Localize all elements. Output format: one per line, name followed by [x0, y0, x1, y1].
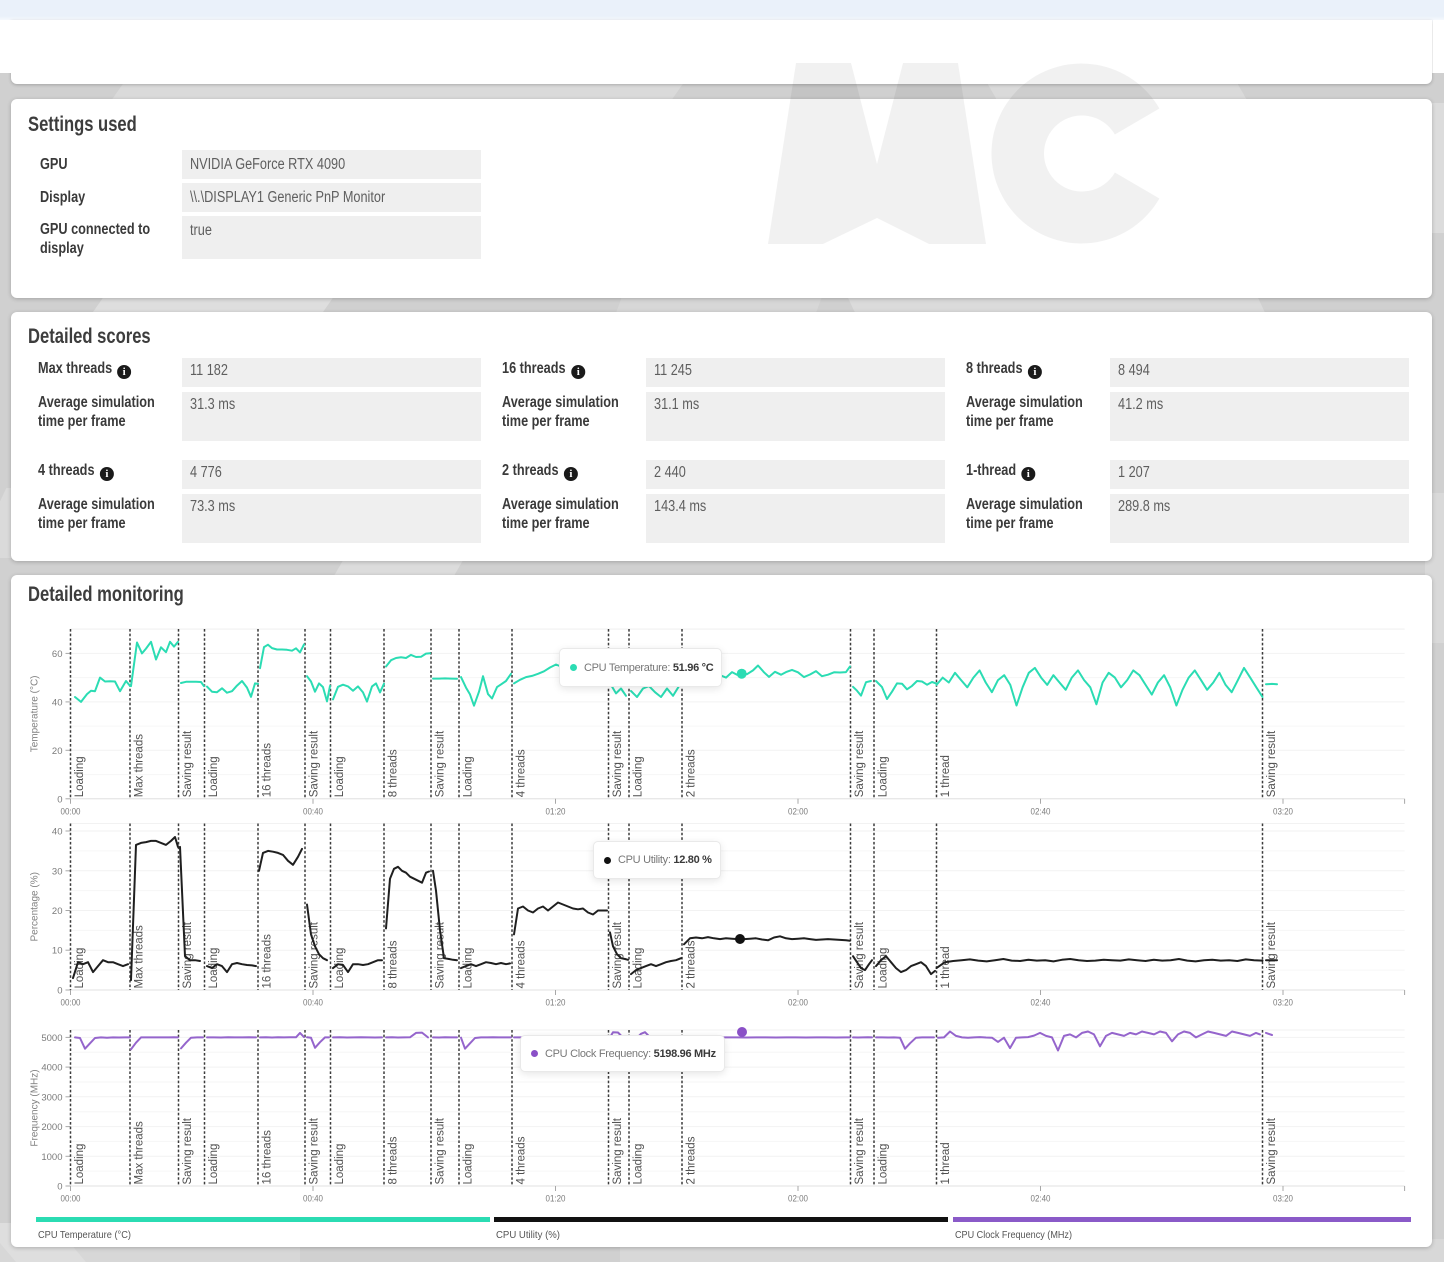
- svg-text:Loading: Loading: [208, 1144, 220, 1185]
- svg-text:8 threads: 8 threads: [388, 749, 400, 797]
- svg-text:Loading: Loading: [878, 1144, 890, 1185]
- svg-text:CPU Clock Frequency (MHz): CPU Clock Frequency (MHz): [955, 1229, 1072, 1241]
- svg-text:Saving result: Saving result: [435, 921, 447, 988]
- svg-text:02:00: 02:00: [788, 998, 808, 1009]
- svg-text:00:00: 00:00: [61, 1194, 81, 1205]
- svg-text:20: 20: [52, 746, 63, 757]
- svg-text:01:20: 01:20: [546, 806, 566, 817]
- svg-text:00:40: 00:40: [303, 1194, 323, 1205]
- svg-text:02:40: 02:40: [1031, 998, 1051, 1009]
- svg-text:Saving result: Saving result: [1266, 730, 1278, 797]
- svg-text:Saving result: Saving result: [182, 1117, 194, 1184]
- svg-text:40: 40: [52, 697, 63, 708]
- svg-text:4 threads: 4 threads: [516, 1136, 528, 1184]
- svg-text:Loading: Loading: [334, 948, 346, 989]
- svg-text:Loading: Loading: [633, 756, 645, 797]
- svg-text:Max threads: Max threads: [134, 1121, 146, 1185]
- svg-text:Loading: Loading: [463, 756, 475, 797]
- svg-text:Loading: Loading: [74, 948, 86, 989]
- svg-text:Saving result: Saving result: [854, 921, 866, 988]
- svg-text:30: 30: [52, 866, 63, 877]
- svg-text:16 threads: 16 threads: [262, 1130, 274, 1185]
- svg-text:10: 10: [52, 946, 63, 957]
- svg-text:0: 0: [57, 794, 62, 805]
- svg-text:Frequency (MHz): Frequency (MHz): [30, 1069, 41, 1146]
- svg-text:0: 0: [57, 1182, 62, 1193]
- svg-text:Loading: Loading: [878, 756, 890, 797]
- svg-text:Saving result: Saving result: [435, 1117, 447, 1184]
- svg-text:4 threads: 4 threads: [516, 749, 528, 797]
- svg-text:00:40: 00:40: [303, 806, 323, 817]
- svg-text:Saving result: Saving result: [309, 730, 321, 797]
- svg-text:Temperature (°C): Temperature (°C): [30, 676, 41, 753]
- svg-text:Loading: Loading: [208, 948, 220, 989]
- svg-text:03:20: 03:20: [1273, 806, 1293, 817]
- svg-text:Saving result: Saving result: [435, 730, 447, 797]
- svg-text:Loading: Loading: [633, 1144, 645, 1185]
- svg-text:00:00: 00:00: [61, 998, 81, 1009]
- svg-text:1000: 1000: [41, 1152, 62, 1163]
- svg-text:Saving result: Saving result: [182, 730, 194, 797]
- svg-text:01:20: 01:20: [546, 1194, 566, 1205]
- svg-text:16 threads: 16 threads: [262, 743, 274, 798]
- svg-text:01:20: 01:20: [546, 998, 566, 1009]
- svg-text:02:00: 02:00: [788, 806, 808, 817]
- svg-text:Saving result: Saving result: [612, 1117, 624, 1184]
- svg-text:Loading: Loading: [74, 756, 86, 797]
- svg-text:4000: 4000: [41, 1063, 62, 1074]
- svg-text:Saving result: Saving result: [1266, 921, 1278, 988]
- svg-text:00:00: 00:00: [61, 806, 81, 817]
- svg-text:4 threads: 4 threads: [516, 940, 528, 988]
- svg-text:Max threads: Max threads: [134, 925, 146, 989]
- svg-text:Loading: Loading: [208, 756, 220, 797]
- svg-text:CPU Utility (%): CPU Utility (%): [496, 1229, 560, 1241]
- svg-text:Percentage (%): Percentage (%): [30, 872, 41, 941]
- svg-text:02:40: 02:40: [1031, 806, 1051, 817]
- svg-text:Loading: Loading: [334, 1144, 346, 1185]
- svg-text:02:40: 02:40: [1031, 1194, 1051, 1205]
- svg-text:1 thread: 1 thread: [940, 755, 952, 797]
- svg-text:Saving result: Saving result: [612, 730, 624, 797]
- svg-text:03:20: 03:20: [1273, 998, 1293, 1009]
- svg-text:60: 60: [52, 649, 63, 660]
- svg-text:2 threads: 2 threads: [686, 1136, 698, 1184]
- svg-text:40: 40: [52, 827, 63, 838]
- svg-text:Loading: Loading: [463, 1144, 475, 1185]
- svg-text:Saving result: Saving result: [854, 730, 866, 797]
- svg-text:Max threads: Max threads: [134, 734, 146, 798]
- svg-text:00:40: 00:40: [303, 998, 323, 1009]
- svg-text:CPU Temperature (°C): CPU Temperature (°C): [38, 1229, 131, 1241]
- svg-text:1 thread: 1 thread: [940, 1142, 952, 1184]
- svg-text:Loading: Loading: [878, 948, 890, 989]
- svg-text:Loading: Loading: [334, 756, 346, 797]
- svg-text:Loading: Loading: [463, 948, 475, 989]
- svg-text:Loading: Loading: [74, 1144, 86, 1185]
- svg-text:02:00: 02:00: [788, 1194, 808, 1205]
- svg-text:2 threads: 2 threads: [686, 940, 698, 988]
- svg-text:03:20: 03:20: [1273, 1194, 1293, 1205]
- svg-text:Saving result: Saving result: [1266, 1117, 1278, 1184]
- svg-text:8 threads: 8 threads: [388, 1136, 400, 1184]
- svg-text:8 threads: 8 threads: [388, 940, 400, 988]
- svg-text:20: 20: [52, 906, 63, 917]
- svg-text:16 threads: 16 threads: [262, 934, 274, 989]
- svg-text:Saving result: Saving result: [854, 1117, 866, 1184]
- svg-text:5000: 5000: [41, 1033, 62, 1044]
- svg-text:Saving result: Saving result: [309, 1117, 321, 1184]
- svg-text:1 thread: 1 thread: [940, 946, 952, 988]
- svg-text:3000: 3000: [41, 1092, 62, 1103]
- svg-text:2 threads: 2 threads: [686, 749, 698, 797]
- svg-text:2000: 2000: [41, 1122, 62, 1133]
- svg-text:0: 0: [57, 986, 62, 997]
